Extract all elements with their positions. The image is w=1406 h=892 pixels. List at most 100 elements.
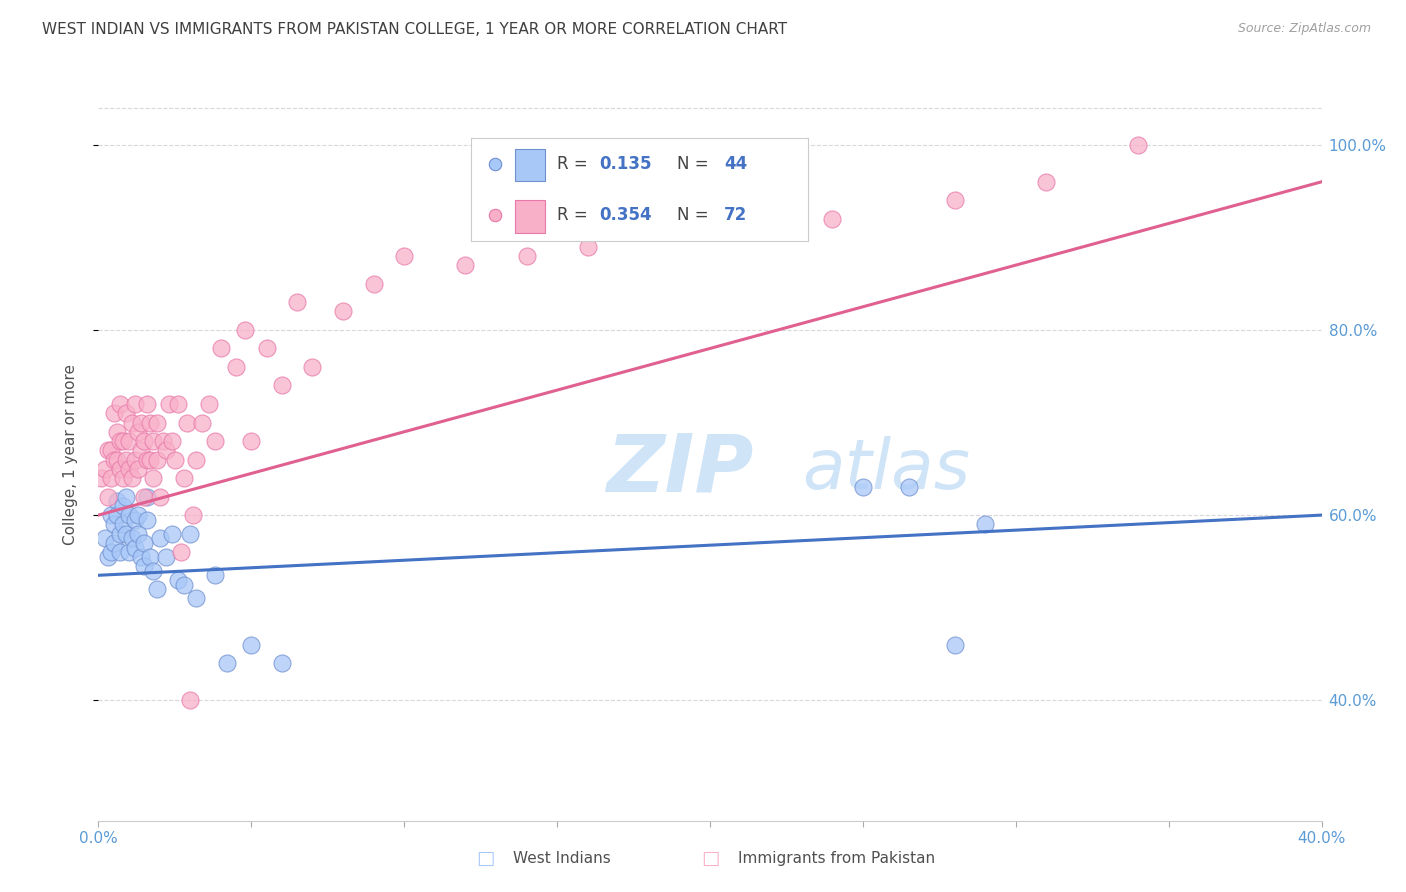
Text: Immigrants from Pakistan: Immigrants from Pakistan — [738, 851, 935, 865]
Point — [209, 342, 232, 356]
Point — [103, 536, 125, 550]
Point — [97, 549, 120, 564]
Point — [576, 239, 599, 253]
Point — [127, 462, 149, 476]
Point — [100, 443, 122, 458]
Point — [129, 549, 152, 564]
Point — [157, 397, 180, 411]
Point — [108, 545, 131, 559]
Point — [943, 194, 966, 208]
Point — [392, 249, 416, 263]
Point — [179, 693, 201, 707]
Text: N =: N = — [676, 155, 714, 173]
Point — [270, 378, 292, 392]
Point — [173, 471, 195, 485]
Point — [124, 452, 146, 467]
Point — [270, 657, 292, 671]
Point — [170, 545, 193, 559]
Point — [943, 638, 966, 652]
Point — [108, 397, 131, 411]
Point — [129, 416, 152, 430]
Point — [167, 397, 190, 411]
Point — [115, 406, 138, 420]
Point — [1128, 137, 1150, 152]
Point — [145, 416, 167, 430]
Point — [134, 536, 156, 550]
Point — [105, 508, 128, 522]
Point — [121, 416, 143, 430]
Point — [121, 531, 143, 545]
Point — [105, 425, 128, 439]
Point — [127, 526, 149, 541]
Point — [118, 462, 141, 476]
Text: N =: N = — [676, 206, 714, 224]
Text: 44: 44 — [724, 155, 748, 173]
Point — [127, 425, 149, 439]
Bar — [515, 149, 546, 181]
Point — [103, 406, 125, 420]
Point — [191, 416, 214, 430]
Point — [215, 657, 238, 671]
Point — [108, 462, 131, 476]
Point — [484, 208, 506, 222]
Point — [152, 434, 174, 448]
Point — [136, 452, 159, 467]
Text: □: □ — [475, 848, 495, 868]
Point — [332, 304, 354, 318]
Text: R =: R = — [557, 206, 593, 224]
Point — [149, 490, 172, 504]
Point — [240, 638, 263, 652]
Point — [124, 541, 146, 555]
Point — [240, 434, 263, 448]
Point — [129, 443, 152, 458]
Point — [142, 564, 165, 578]
Point — [176, 416, 198, 430]
Point — [97, 490, 120, 504]
Text: Source: ZipAtlas.com: Source: ZipAtlas.com — [1237, 22, 1371, 36]
Point — [111, 471, 134, 485]
Point — [139, 452, 162, 467]
Point — [186, 591, 208, 606]
Point — [160, 434, 183, 448]
Point — [301, 359, 323, 374]
Point — [111, 434, 134, 448]
Point — [139, 416, 162, 430]
Point — [118, 434, 141, 448]
Point — [103, 452, 125, 467]
Point — [103, 517, 125, 532]
Point — [197, 397, 219, 411]
Point — [173, 577, 195, 591]
Point — [233, 323, 256, 337]
Text: WEST INDIAN VS IMMIGRANTS FROM PAKISTAN COLLEGE, 1 YEAR OR MORE CORRELATION CHAR: WEST INDIAN VS IMMIGRANTS FROM PAKISTAN … — [42, 22, 787, 37]
Point — [134, 559, 156, 574]
Point — [93, 531, 115, 545]
Point — [145, 582, 167, 597]
Point — [136, 490, 159, 504]
Point — [155, 443, 177, 458]
Point — [454, 258, 477, 272]
Point — [124, 513, 146, 527]
Point — [484, 157, 506, 171]
Point — [111, 499, 134, 513]
Point — [142, 471, 165, 485]
Point — [105, 494, 128, 508]
Point — [115, 526, 138, 541]
Point — [149, 531, 172, 545]
Point — [181, 508, 204, 522]
Point — [90, 471, 112, 485]
Point — [139, 549, 162, 564]
Point — [516, 249, 538, 263]
Bar — [515, 200, 546, 233]
Text: R =: R = — [557, 155, 593, 173]
Point — [118, 545, 141, 559]
Point — [115, 452, 138, 467]
Point — [225, 359, 247, 374]
Point — [163, 452, 186, 467]
Point — [100, 508, 122, 522]
Point — [145, 452, 167, 467]
Point — [118, 508, 141, 522]
Point — [186, 452, 208, 467]
Text: atlas: atlas — [801, 436, 970, 503]
Point — [134, 490, 156, 504]
Point — [285, 295, 308, 310]
